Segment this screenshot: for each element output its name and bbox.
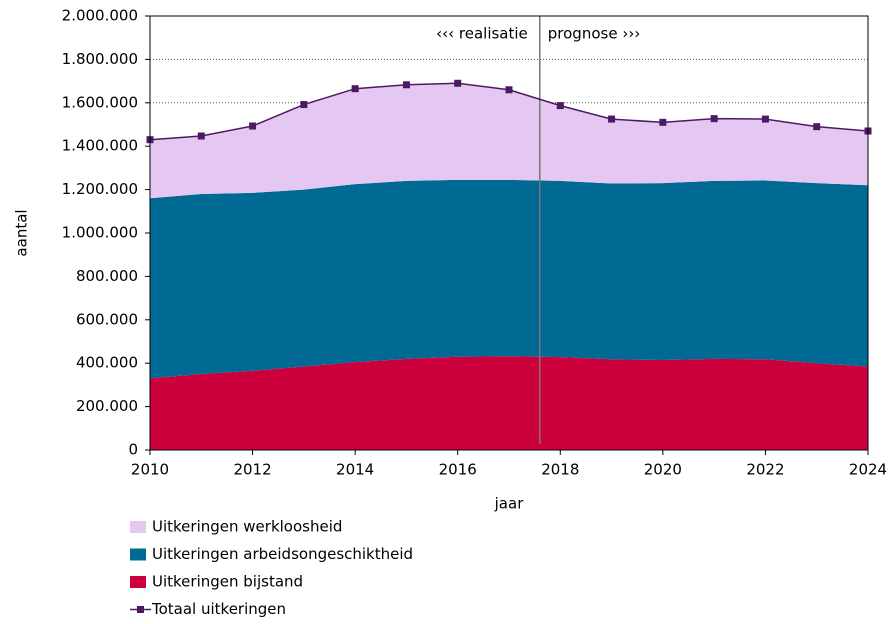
x-tick-label: 2016 [439, 461, 477, 479]
legend-label: Uitkeringen werkloosheid [152, 518, 342, 536]
legend-marker [137, 606, 144, 613]
x-axis-label: jaar [494, 495, 525, 513]
x-tick-label: 2018 [541, 461, 579, 479]
marker [197, 132, 205, 140]
marker [454, 79, 462, 87]
marker [813, 123, 821, 131]
legend-swatch [130, 576, 146, 588]
y-axis-label: aantal [13, 209, 31, 256]
area [150, 356, 868, 450]
legend-swatch [130, 548, 146, 561]
y-tick-label: 600.000 [76, 310, 138, 328]
y-tick-label: 400.000 [76, 354, 138, 372]
marker [608, 115, 616, 123]
y-tick-label: 800.000 [76, 267, 138, 285]
y-tick-label: 200.000 [76, 397, 138, 415]
marker [761, 115, 769, 123]
marker [556, 102, 564, 110]
legend-label: Uitkeringen bijstand [152, 573, 303, 591]
x-tick-label: 2012 [233, 461, 271, 479]
area [150, 83, 868, 199]
y-tick-label: 0 [128, 441, 138, 459]
marker [659, 118, 667, 126]
marker [249, 122, 257, 130]
annotation: ‹‹‹ realisatie [436, 25, 528, 43]
legend-label: Totaal uitkeringen [151, 600, 286, 618]
legend-swatch [130, 521, 146, 533]
x-tick-label: 2020 [644, 461, 682, 479]
legend-label: Uitkeringen arbeidsongeschiktheid [152, 545, 413, 563]
marker [300, 101, 308, 109]
y-tick-label: 1.800.000 [62, 50, 138, 68]
x-tick-label: 2024 [849, 461, 887, 479]
x-tick-label: 2014 [336, 461, 374, 479]
y-tick-label: 1.400.000 [62, 137, 138, 155]
x-tick-label: 2010 [131, 461, 169, 479]
y-tick-label: 2.000.000 [62, 7, 138, 25]
marker [402, 81, 410, 89]
marker [351, 85, 359, 93]
annotation: prognose ››› [548, 25, 641, 43]
x-tick-label: 2022 [746, 461, 784, 479]
area [150, 179, 868, 379]
y-tick-label: 1.000.000 [62, 224, 138, 242]
y-tick-label: 1.600.000 [62, 93, 138, 111]
plot-frame [149, 15, 869, 451]
marker [505, 86, 513, 94]
y-tick-label: 1.200.000 [62, 180, 138, 198]
marker [710, 115, 718, 123]
